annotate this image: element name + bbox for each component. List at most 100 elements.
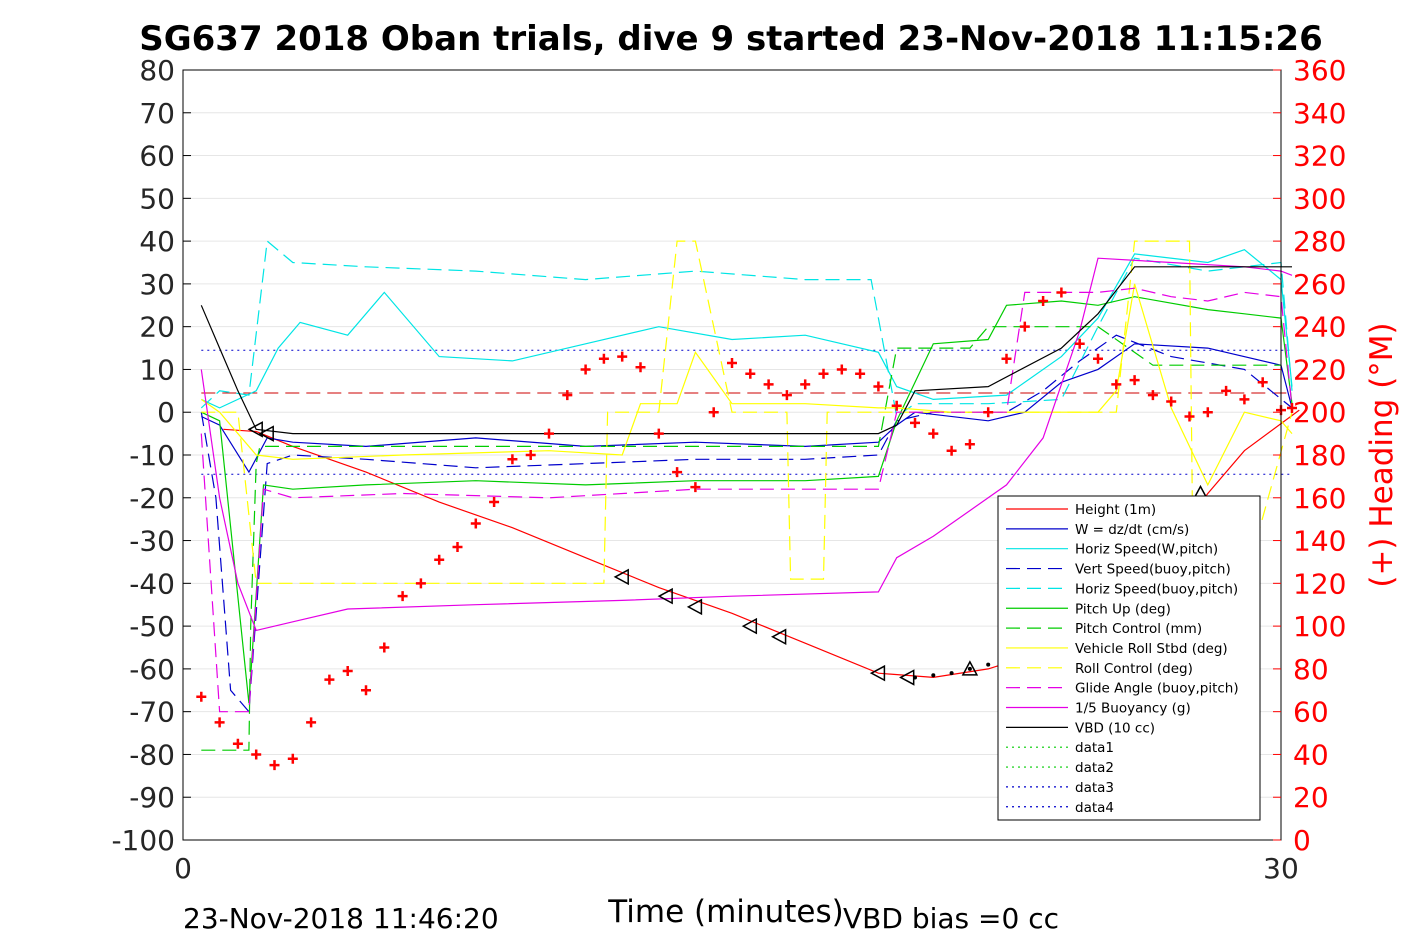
y-tick-label: 20 [139,311,175,344]
heading-point [269,760,280,771]
position-dot [986,662,991,667]
heading-point [434,554,445,565]
right-y-tick-label: 80 [1293,653,1329,686]
heading-point [1038,296,1049,306]
right-y-tick-label: 40 [1293,738,1329,771]
heading-point [983,407,994,418]
heading-point [1019,321,1030,332]
footer-vbd-bias: VBD bias =0 cc [843,902,1059,935]
heading-point [562,390,573,401]
y-tick-label: -80 [129,738,175,771]
legend-entry: data2 [1075,760,1114,776]
heading-point [232,738,243,749]
heading-point [1056,287,1067,298]
descent-marker [657,587,673,605]
descent-marker [869,664,886,682]
legend-entry: Glide Angle (buoy,pitch) [1075,681,1239,697]
heading-point [379,642,390,653]
legend-box [997,495,1261,821]
y-tick-label: 60 [139,140,175,173]
heading-point [214,717,225,728]
heading-point [1093,353,1103,364]
x-axis-label: Time (minutes) [607,894,843,930]
heading-point [873,381,884,392]
heading-point [324,674,335,685]
heading-point [397,591,408,602]
heading-point [800,379,811,390]
descent-marker [258,425,274,442]
legend-entry: Vert Speed(buoy,pitch) [1075,562,1231,578]
heading-point [836,364,847,375]
y-tick-label: -20 [129,482,175,515]
y-tick-label: -40 [129,567,175,600]
heading-point [580,364,591,375]
legend-entry: VBD (10 cc) [1075,720,1155,736]
right-y-tick-label: 360 [1293,54,1346,87]
right-y-tick-label: 340 [1293,97,1346,130]
heading-point [763,379,774,390]
heading-point [1166,396,1177,407]
heading-point [672,467,683,478]
heading-point [690,482,701,493]
reference-lines [201,349,1292,475]
heading-point [306,717,317,728]
legend-entry: Height (1m) [1075,502,1156,518]
heading-point [361,685,371,696]
legend-entry: Horiz Speed(W,pitch) [1075,542,1218,558]
y-tick-label: 0 [157,396,175,429]
heading-point [598,353,609,364]
series-layer [200,239,1300,751]
legend-entry: 1/5 Buoyancy (g) [1075,701,1191,717]
x-tick-label: 30 [1263,852,1299,885]
legend-entry: data4 [1075,800,1114,816]
heading-point [1111,379,1122,390]
heading-point [544,428,554,439]
heading-point [287,753,298,764]
legend-entry: Roll Control (deg) [1075,661,1193,677]
right-y-tick-label: 140 [1293,525,1346,558]
y-tick-label: -30 [129,525,175,558]
heading-point [415,578,426,589]
series-vbd-10-cc [200,266,1292,435]
heading-point [1147,390,1158,401]
heading-point [1184,411,1195,422]
descent-marker [613,568,629,586]
y-tick-label: 80 [139,54,175,87]
right-y-tick-label: 20 [1293,781,1329,814]
heading-point [946,445,957,456]
right-y-tick-label: 320 [1293,140,1346,173]
y-tick-label: -70 [129,696,175,729]
x-ticks: 0 30 [174,832,1299,885]
x-tick-label: 0 [174,852,192,885]
footer-timestamp: 23-Nov-2018 11:46:20 [183,902,499,935]
heading-point [891,400,902,411]
legend: Height (1m) W = dz/dt (cm/s) Horiz Speed(W… [997,495,1261,821]
series-vehicle-roll-stbd-deg [200,283,1293,487]
right-y-tick-label: 100 [1293,610,1346,643]
y-tick-label: 10 [139,353,175,386]
legend-entry: data3 [1075,780,1114,796]
heading-point [452,541,463,552]
heading-point [489,497,500,508]
right-y-tick-label: 200 [1293,396,1346,429]
heading-point [196,691,207,702]
position-dot [949,671,954,676]
descent-marker [741,617,758,635]
series-pitch-control-mm [201,326,1281,751]
heading-markers [196,287,1297,771]
heading-point [1239,394,1250,405]
position-dot [967,666,972,671]
right-y-tick-label: 220 [1293,353,1346,386]
y-tick-label: -10 [129,439,175,472]
heading-point [1202,407,1213,418]
right-y-axis-label: (+) Heading (°M) [1364,322,1400,587]
legend-entry: W = dz/dt (cm/s) [1075,522,1189,538]
heading-point [708,407,719,418]
heading-point [507,454,518,465]
heading-point [635,362,646,373]
right-y-tick-label: 240 [1293,311,1346,344]
position-dot [931,673,936,678]
right-y-tick-label: 160 [1293,482,1346,515]
heading-point [818,368,829,379]
right-y-tick-label: 280 [1293,225,1346,258]
